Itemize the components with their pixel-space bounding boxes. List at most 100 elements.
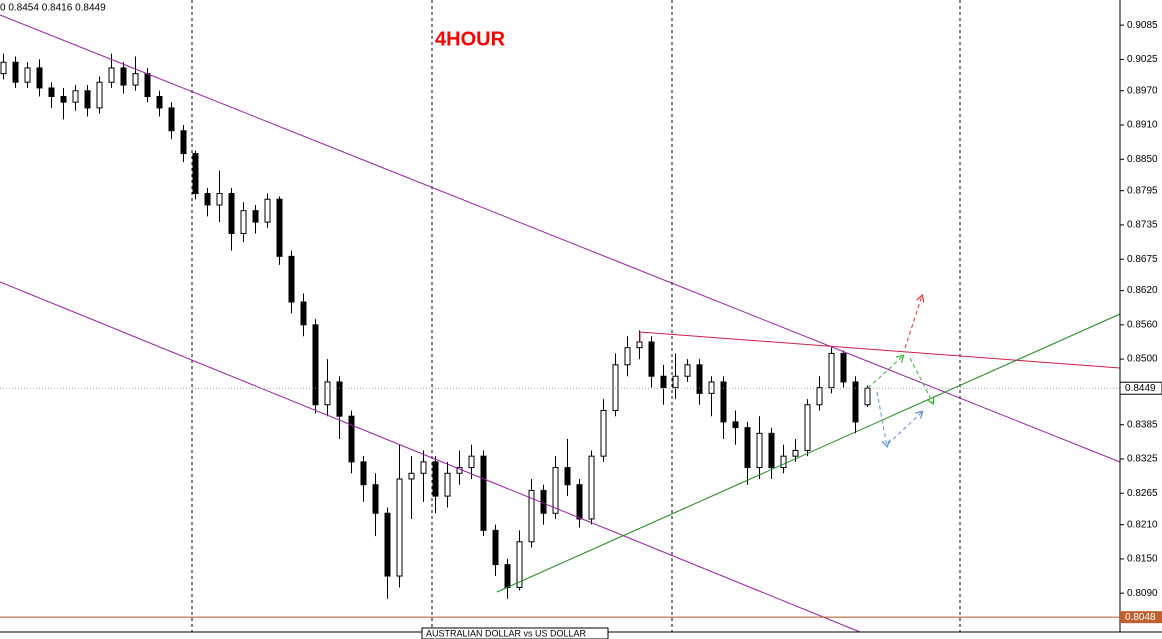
channel-bottom	[0, 281, 861, 633]
current-price-label: 0.8449	[1125, 383, 1156, 394]
y-tick-label: 0.8620	[1127, 285, 1158, 296]
y-tick-label: 0.8735	[1127, 220, 1158, 231]
candle-body	[468, 455, 475, 469]
forecast-arrow	[904, 296, 922, 349]
candle-body	[768, 432, 775, 469]
candle-body	[696, 364, 703, 394]
y-tick-label: 0.8675	[1127, 254, 1158, 265]
support-line	[496, 313, 1121, 593]
candle-body	[132, 73, 139, 86]
candle-body	[480, 455, 487, 531]
candle-body	[720, 381, 727, 423]
candle-body	[612, 364, 619, 411]
y-tick-label: 0.8150	[1127, 554, 1158, 565]
candle-body	[648, 341, 655, 377]
candle-body	[444, 472, 451, 497]
chart-title: 4HOUR	[435, 28, 506, 50]
candle-body	[792, 449, 799, 457]
candle-body	[552, 467, 559, 514]
candle-body	[384, 512, 391, 577]
candle-body	[288, 255, 295, 303]
candle-body	[624, 347, 631, 366]
candle-body	[420, 461, 427, 474]
y-tick-label: 0.8325	[1127, 454, 1158, 465]
candle-body	[36, 67, 43, 89]
trendlines	[0, 14, 1121, 633]
y-tick-label: 0.9025	[1127, 54, 1158, 65]
y-tick-label: 0.8560	[1127, 319, 1158, 330]
resistance-line	[639, 331, 1121, 369]
candle-body	[840, 352, 847, 383]
candle-body	[780, 455, 787, 469]
candle-body	[168, 107, 175, 132]
candle-body	[120, 67, 127, 86]
current-price-box	[1119, 381, 1162, 395]
candle-body	[192, 153, 199, 195]
candle-body	[84, 90, 91, 109]
y-tick-label: 0.8850	[1127, 154, 1158, 165]
forecast-arrow	[876, 391, 887, 446]
y-tick-label: 0.8265	[1127, 488, 1158, 499]
candle-body	[324, 381, 331, 406]
y-tick-label: 0.8910	[1127, 120, 1158, 131]
ohlc-header: 0 0.8454 0.8416 0.8449	[0, 3, 106, 14]
candle-body	[600, 409, 607, 457]
y-tick-label: 0.8795	[1127, 185, 1158, 196]
symbol-box	[421, 627, 609, 639]
candle-body	[732, 421, 739, 429]
y-tick-label: 0.8970	[1127, 85, 1158, 96]
candle-body	[408, 472, 415, 480]
candle-body	[264, 198, 271, 223]
level-label: 0.8048	[1125, 612, 1156, 623]
candle-body	[348, 415, 355, 463]
candle-body	[336, 381, 343, 417]
candle-body	[204, 193, 211, 206]
candle-body	[156, 95, 163, 109]
candle-body	[756, 432, 763, 469]
candle-body	[864, 387, 871, 406]
candle-body	[360, 461, 367, 486]
candle-body	[60, 95, 67, 103]
candle-body	[276, 198, 283, 257]
candle-body	[660, 375, 667, 389]
candle-body	[816, 387, 823, 406]
candle-body	[312, 324, 319, 406]
candle-body	[372, 484, 379, 514]
candle-body	[48, 87, 55, 97]
candle-body	[540, 489, 547, 514]
candle-body	[708, 381, 715, 394]
candle-body	[24, 67, 31, 83]
candle-body	[12, 61, 19, 83]
candle-body	[528, 489, 535, 543]
candle-body	[180, 130, 187, 155]
y-tick-label: 0.9085	[1127, 20, 1158, 31]
y-tick-label: 0.8385	[1127, 419, 1158, 430]
candle-body	[96, 81, 103, 109]
candle-body	[396, 478, 403, 577]
candle-body	[828, 352, 835, 389]
candle-body	[300, 301, 307, 326]
forecast-arrow	[887, 412, 922, 445]
candle-body	[804, 404, 811, 451]
candle-body	[744, 427, 751, 469]
candle-body	[564, 467, 571, 486]
candle-body	[636, 341, 643, 349]
candle-body	[432, 461, 439, 497]
level-box	[1120, 611, 1162, 624]
candle-body	[852, 381, 859, 423]
candle-body	[0, 61, 7, 75]
symbol-label: AUSTRALIAN DOLLAR vs US DOLLAR	[426, 628, 587, 638]
y-tick-label: 0.8210	[1127, 519, 1158, 530]
y-tick-label: 0.8090	[1127, 588, 1158, 599]
candle-body	[216, 193, 223, 206]
candles	[0, 53, 871, 599]
candle-body	[144, 73, 151, 97]
candle-body	[492, 529, 499, 566]
candle-body	[240, 210, 247, 235]
candle-body	[252, 210, 259, 223]
candle-body	[504, 564, 511, 588]
candle-body	[684, 364, 691, 377]
candle-body	[516, 541, 523, 588]
channel-top	[0, 14, 1121, 463]
